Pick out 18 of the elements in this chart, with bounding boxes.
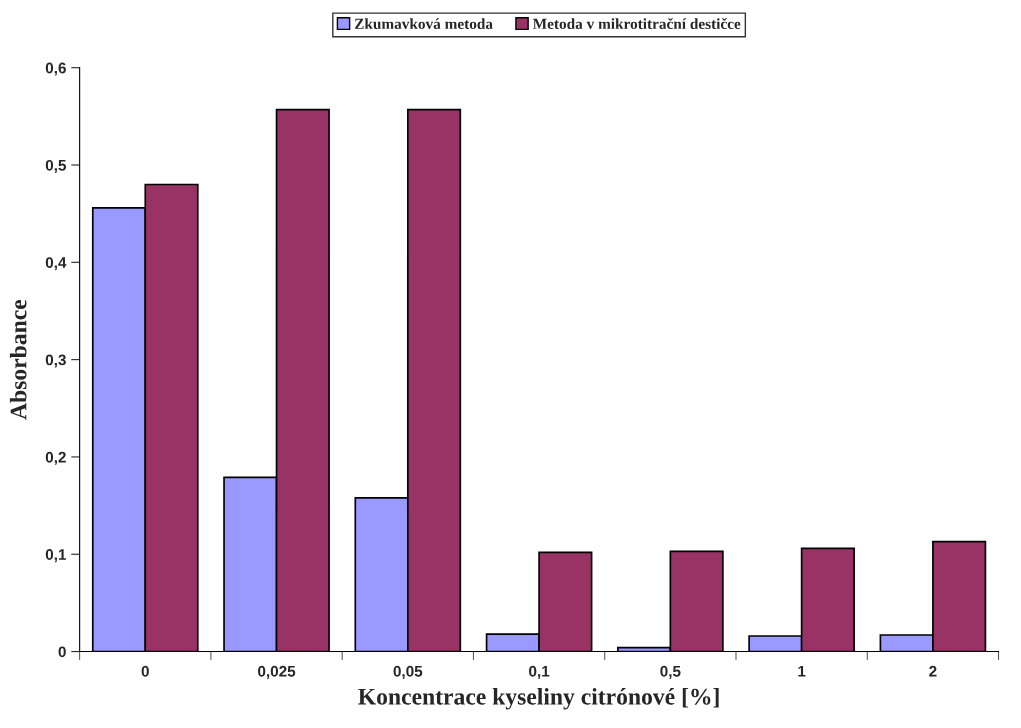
y-tick-label: 0,6 — [45, 62, 66, 76]
y-axis-title: Absorbance — [9, 299, 27, 420]
x-tick-label: 0,05 — [393, 665, 423, 679]
x-tick-label: 2 — [929, 665, 937, 677]
x-tick-label: 0 — [141, 665, 149, 677]
y-tick-label: 0,1 — [45, 549, 67, 563]
legend-label: Zkumavková metoda — [354, 18, 493, 30]
legend-label: Metoda v mikrotitrační destičce — [532, 18, 741, 30]
x-tick-label: 0,025 — [258, 665, 296, 679]
y-tick-label: 0,4 — [45, 257, 67, 271]
x-tick-label: 0,5 — [660, 665, 681, 679]
y-tick-label: 0,2 — [45, 451, 66, 465]
y-tick-label: 0,5 — [45, 159, 67, 173]
x-tick-label: 0,1 — [529, 665, 550, 679]
y-tick-label: 0 — [58, 646, 66, 658]
y-tick-label: 0,3 — [45, 354, 66, 368]
x-tick-label: 1 — [798, 666, 806, 677]
x-axis-title: Koncentrace kyseliny citrónové [%] — [358, 688, 719, 710]
